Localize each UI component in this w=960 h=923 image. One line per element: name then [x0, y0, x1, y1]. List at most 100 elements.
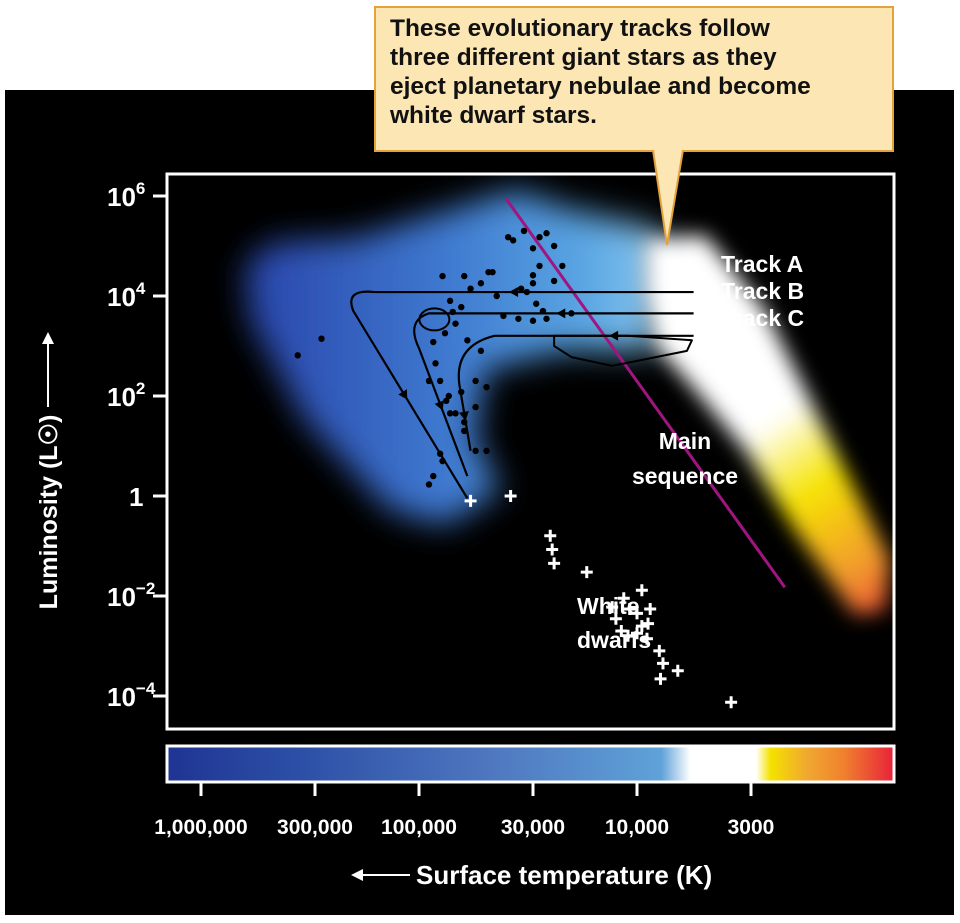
nebula-nucleus-point [523, 288, 531, 296]
y-tick-label: 102 [107, 379, 145, 412]
glow-regions [245, 190, 890, 615]
nebula-nucleus-point [430, 472, 437, 480]
y-tick-label: 104 [107, 279, 146, 312]
nebula-nucleus-point [559, 262, 566, 270]
main-sequence-glow [645, 235, 890, 615]
x-tick-label: 1,000,000 [154, 816, 247, 839]
nebula-nucleus-point [425, 481, 433, 488]
nebula-nucleus-point [517, 285, 525, 292]
nebula-nucleus-point [458, 388, 465, 396]
nebula-nucleus-point [534, 392, 542, 400]
track-c-loop [553, 334, 693, 367]
white-dwarf-marker [635, 620, 648, 633]
nebula-nucleus-point [536, 262, 543, 270]
nebula-nucleus-point [439, 272, 446, 280]
track-a-path [350, 290, 694, 499]
nebula-nucleus-point [425, 377, 433, 385]
y-tick-label: 106 [107, 179, 145, 212]
white-dwarf-marker [546, 543, 559, 556]
white-dwarf-marker [725, 696, 738, 709]
white-dwarf-marker [621, 629, 634, 642]
nebula-nucleus-point [446, 297, 454, 305]
x-tick-label: 30,000 [501, 816, 565, 839]
nebula-nucleus-point [543, 230, 550, 237]
nebula-nucleus-point [539, 307, 547, 315]
nebula-nucleus-point [509, 237, 517, 244]
nebula-nucleus-point [436, 377, 444, 385]
y-tick-label: 1 [129, 482, 143, 512]
white-dwarf-marker [609, 612, 622, 625]
callout-line-3: eject planetary nebulae and become [390, 73, 811, 100]
white-dwarf-marker [606, 601, 619, 614]
y-tick-label: 10−4 [107, 679, 156, 712]
nebula-nucleus-point [477, 347, 485, 355]
chart-background: 106 104 102 1 10−2 10−4 1,000,000 300,000 100,00… [5, 90, 954, 915]
nebula-nucleus-point [436, 450, 444, 457]
white-dwarf-marker [631, 607, 643, 620]
nebula-nucleus-point [489, 268, 496, 276]
nebula-nucleus-point [532, 300, 540, 307]
white-dwarf-marker [654, 672, 667, 685]
nebula-nucleus-point [472, 403, 479, 411]
nebula-nucleus-point [520, 227, 528, 235]
track-b-descent-arrow [434, 400, 445, 411]
x-axis-title: Surface temperature (K) [416, 860, 712, 890]
callout-line-4: white dwarf stars. [390, 102, 597, 129]
white-dwarf-marker [635, 584, 648, 597]
callout-line-2: three different giant stars as they [390, 44, 777, 71]
track-b-path [413, 312, 694, 477]
main-sequence-line [504, 197, 786, 589]
track-b-arrow [556, 308, 566, 319]
nebula-nucleus-point [318, 335, 325, 342]
x-tick-label: 10,000 [605, 816, 669, 839]
white-dwarf-marker [615, 624, 628, 637]
track-a-descent-arrow [398, 389, 408, 400]
y-tick-label: 10−2 [107, 579, 155, 612]
hr-diagram: 106 104 102 1 10−2 10−4 1,000,000 300,000 100,00… [35, 172, 896, 890]
nebula-nucleus-point [432, 360, 439, 367]
nebula-nucleus-point [458, 303, 465, 311]
nebula-nucleus-point [550, 242, 558, 250]
white-dwarf-marker [548, 557, 561, 570]
nebula-nucleus-point [493, 292, 500, 300]
nebula-nucleus-point [529, 272, 537, 279]
nebula-nucleus-point [483, 383, 490, 391]
white-dwarfs-label-line2: dwarfs [577, 627, 651, 653]
white-dwarfs-label-line1: White [577, 593, 640, 619]
plot-frame [165, 172, 896, 731]
nebula-nucleus-point [464, 337, 471, 344]
track-c-descent-arrow [459, 411, 469, 421]
nebula-nucleus-point [529, 280, 537, 287]
callout-line-1: These evolutionary tracks follow [390, 15, 770, 42]
nebula-nucleus-point [443, 397, 450, 405]
nebula-nucleus-point [529, 317, 537, 324]
track-a-label: Track A [721, 251, 803, 277]
white-dwarf-marker [631, 627, 643, 640]
nebula-nucleus-point [472, 377, 479, 385]
nebula-nucleus-point [467, 285, 474, 292]
y-axis-title: Luminosity (L☉) [35, 332, 63, 609]
main-sequence-label-line2: sequence [632, 463, 738, 489]
white-dwarf-marker [504, 490, 517, 502]
nebula-nucleus-point [452, 410, 459, 417]
white-dwarf-marker [580, 566, 593, 579]
white-dwarf-marker [464, 494, 477, 507]
white-dwarf-marker [623, 602, 636, 615]
white-dwarf-marker [644, 602, 657, 615]
nebula-nucleus-point [543, 315, 550, 322]
nebula-nucleus-point [536, 233, 543, 241]
white-dwarf-marker [653, 644, 666, 657]
nebula-nucleus-point [441, 330, 449, 337]
x-tick-label: 3000 [728, 816, 775, 839]
main-sequence-label-line1: Main [659, 428, 711, 454]
nebula-nucleus-point [461, 427, 468, 435]
white-dwarf-marker [640, 632, 653, 645]
nebula-nucleus-point [452, 320, 459, 327]
x-axis-arrow [351, 869, 410, 881]
white-dwarf-marker [642, 617, 655, 630]
track-c-path [457, 334, 694, 452]
y-axis-title-text: Luminosity (L☉) [35, 415, 63, 610]
y-axis-arrow [42, 332, 54, 407]
nebula-nucleus-point [500, 312, 507, 320]
white-dwarf-marker [671, 664, 684, 677]
